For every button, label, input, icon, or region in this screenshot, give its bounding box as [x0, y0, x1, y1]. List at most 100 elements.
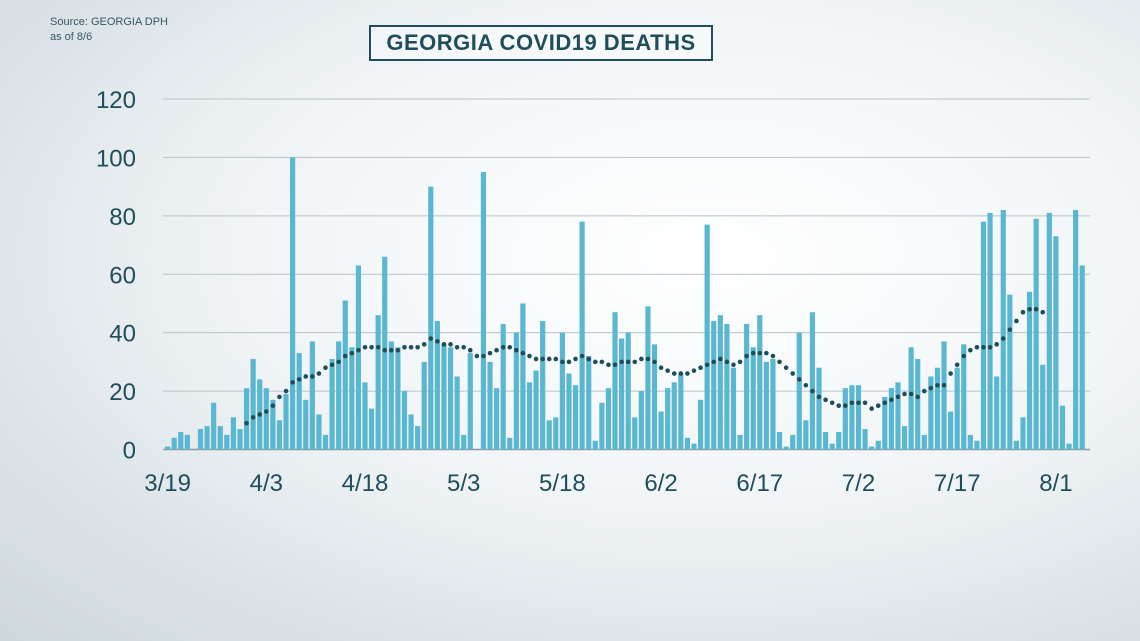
x-tick-label: 3/19 [144, 470, 191, 497]
bar [336, 341, 342, 450]
average-dot [362, 344, 368, 350]
average-dot [369, 344, 374, 350]
bar [382, 256, 388, 450]
bar [842, 388, 848, 450]
average-dot [349, 350, 355, 356]
average-dot [678, 371, 684, 376]
average-dot [415, 344, 420, 350]
average-dot [1014, 318, 1019, 324]
bar [263, 388, 269, 450]
bar [184, 434, 190, 450]
y-tick-label: 40 [109, 321, 136, 348]
average-dot [520, 350, 526, 356]
average-dot [421, 342, 427, 347]
bar [171, 437, 177, 450]
average-dot [652, 359, 657, 365]
average-dot [592, 359, 598, 365]
average-dot [974, 344, 980, 350]
average-dot [994, 342, 999, 347]
bar [494, 388, 500, 450]
bar [691, 443, 697, 450]
bar [730, 367, 737, 450]
average-dot [829, 400, 835, 406]
average-dot [546, 356, 552, 362]
bar [579, 221, 585, 450]
average-dot [435, 339, 440, 344]
average-dot [1033, 307, 1039, 312]
bar [980, 221, 987, 450]
bar [553, 417, 559, 450]
bar [796, 332, 802, 450]
bar [987, 212, 993, 450]
average-dot [724, 359, 730, 365]
bar [586, 356, 592, 450]
bar [757, 315, 763, 450]
bar [711, 320, 717, 450]
average-dot [448, 342, 453, 347]
bar [296, 353, 302, 450]
bar [836, 431, 842, 450]
average-dot [902, 391, 907, 397]
bar [230, 417, 236, 450]
average-dot [790, 371, 795, 376]
bar [217, 426, 223, 450]
bar [546, 420, 552, 450]
bar [1040, 364, 1046, 450]
bar [954, 367, 960, 450]
bar [408, 414, 414, 450]
bar [355, 265, 361, 450]
bar [855, 385, 862, 450]
bar [862, 429, 868, 450]
average-dot [639, 356, 644, 362]
x-tick-label: 8/1 [1039, 470, 1072, 497]
bar [901, 426, 908, 450]
average-dot [954, 362, 960, 368]
bar [283, 394, 289, 450]
bar [243, 388, 250, 450]
average-dot [283, 388, 289, 394]
bar [480, 172, 487, 450]
chart-title: GEORGIA COVID19 DEATHS [369, 25, 713, 61]
average-dot [895, 394, 901, 400]
bar [809, 312, 816, 450]
source-line: Source: GEORGIA DPH [50, 16, 168, 28]
bar [908, 347, 914, 450]
bar [651, 344, 658, 450]
average-dot [514, 347, 519, 353]
average-dot [961, 353, 967, 359]
x-tick-label: 5/18 [539, 470, 586, 497]
bar [619, 338, 625, 450]
source-note: Source: GEORGIA DPH as of 8/6 [50, 15, 168, 45]
bar [362, 382, 368, 450]
bar [1066, 443, 1072, 450]
average-dot [428, 336, 434, 341]
average-dot [1027, 307, 1032, 312]
x-tick-label: 4/3 [250, 470, 283, 497]
average-dot [481, 353, 486, 359]
bar [1000, 209, 1006, 450]
bar [461, 434, 467, 450]
average-dot [553, 356, 559, 362]
average-dot [586, 356, 592, 362]
bar [625, 332, 631, 450]
bar [237, 429, 243, 450]
average-dot [612, 362, 618, 368]
average-dot [560, 359, 565, 365]
bar [941, 341, 947, 450]
average-dot [658, 365, 664, 371]
bar [224, 434, 230, 450]
average-dot [777, 359, 782, 365]
bar [1020, 417, 1026, 450]
average-dot [566, 359, 572, 365]
bar [316, 414, 322, 450]
average-dot [849, 400, 855, 406]
bar [592, 440, 598, 450]
average-dot [889, 397, 894, 403]
average-dot [843, 403, 848, 408]
bar [329, 358, 335, 450]
average-dot [1040, 309, 1046, 315]
average-dot [408, 344, 414, 350]
y-tick-label: 20 [109, 379, 136, 406]
bar [388, 341, 394, 450]
y-tick-label: 120 [96, 87, 136, 114]
